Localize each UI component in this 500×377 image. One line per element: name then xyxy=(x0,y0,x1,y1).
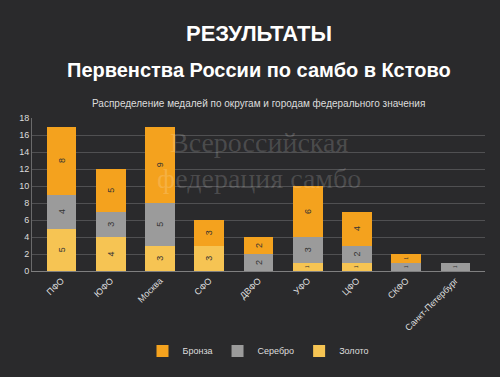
svg-text:5: 5 xyxy=(155,222,165,227)
svg-text:СКФО: СКФО xyxy=(386,276,411,301)
svg-text:СФО: СФО xyxy=(192,276,213,297)
svg-text:Распределение медалей по округ: Распределение медалей по округам и город… xyxy=(92,98,425,109)
svg-text:1: 1 xyxy=(354,265,359,268)
svg-text:Всероссийскаяфедерация самбо: Всероссийскаяфедерация самбо xyxy=(157,127,361,194)
svg-text:18: 18 xyxy=(19,113,29,123)
svg-text:4: 4 xyxy=(24,232,29,242)
svg-text:3: 3 xyxy=(204,230,214,235)
svg-text:1: 1 xyxy=(305,265,310,268)
svg-text:Москва: Москва xyxy=(136,276,165,305)
svg-text:3: 3 xyxy=(155,256,165,261)
svg-text:10: 10 xyxy=(19,181,29,191)
svg-text:5: 5 xyxy=(106,188,116,193)
svg-text:Бронза: Бронза xyxy=(183,346,213,356)
svg-text:Первенства России по самбо в К: Первенства России по самбо в Кстово xyxy=(67,59,451,81)
svg-text:3: 3 xyxy=(303,247,313,252)
svg-text:5: 5 xyxy=(57,247,67,252)
svg-text:1: 1 xyxy=(453,265,458,268)
svg-text:Золото: Золото xyxy=(339,346,368,356)
svg-text:2: 2 xyxy=(254,260,264,265)
svg-text:1: 1 xyxy=(404,257,409,260)
svg-text:2: 2 xyxy=(254,243,264,248)
svg-text:14: 14 xyxy=(19,147,29,157)
svg-text:4: 4 xyxy=(352,226,362,231)
svg-text:6: 6 xyxy=(24,215,29,225)
svg-text:4: 4 xyxy=(106,251,116,256)
svg-text:3: 3 xyxy=(204,256,214,261)
svg-text:4: 4 xyxy=(57,209,67,214)
svg-text:РЕЗУЛЬТАТЫ: РЕЗУЛЬТАТЫ xyxy=(186,21,332,46)
svg-text:16: 16 xyxy=(19,130,29,140)
svg-text:ЦФО: ЦФО xyxy=(340,276,362,298)
svg-text:ДВФО: ДВФО xyxy=(238,276,263,301)
svg-text:8: 8 xyxy=(57,158,67,163)
svg-text:Санкт-Петербург: Санкт-Петербург xyxy=(403,275,460,332)
svg-text:2: 2 xyxy=(24,249,29,259)
svg-text:12: 12 xyxy=(19,164,29,174)
svg-text:ЮФО: ЮФО xyxy=(92,276,115,299)
svg-text:УФО: УФО xyxy=(292,276,313,297)
svg-text:8: 8 xyxy=(24,198,29,208)
svg-text:Серебро: Серебро xyxy=(258,346,295,356)
svg-text:1: 1 xyxy=(404,265,409,268)
svg-text:ПФО: ПФО xyxy=(45,276,66,297)
svg-text:0: 0 xyxy=(24,266,29,276)
svg-text:6: 6 xyxy=(303,209,313,214)
svg-text:9: 9 xyxy=(155,162,165,167)
svg-text:3: 3 xyxy=(106,222,116,227)
svg-text:2: 2 xyxy=(352,251,362,256)
